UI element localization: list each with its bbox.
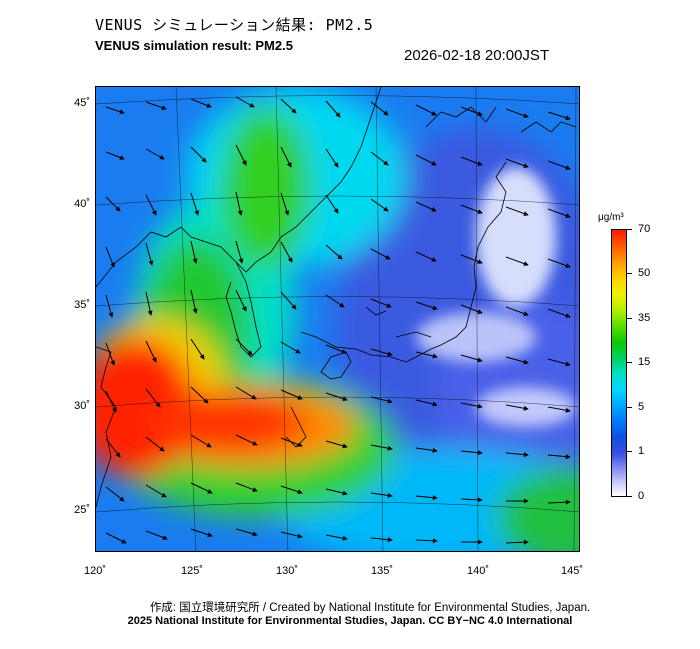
lat-label-30: 30˚ <box>74 400 90 412</box>
wind-vectors <box>105 96 571 545</box>
forecast-timestamp: 2026-02-18 20:00JST <box>404 47 550 64</box>
colorbar-unit: μg/m³ <box>598 212 624 223</box>
colorbar-tick-label-50: 50 <box>638 267 651 279</box>
credit-creator: 作成: 国立環境研究所 / Created by National Instit… <box>149 602 591 614</box>
colorbar-tick-label-70: 70 <box>638 223 651 235</box>
colorbar-tick <box>627 407 632 408</box>
title-english: VENUS simulation result: PM2.5 <box>95 38 293 53</box>
pm25-map <box>95 86 580 552</box>
lat-label-45: 45˚ <box>74 97 90 109</box>
colorbar-tick-label-5: 5 <box>638 401 645 413</box>
colorbar-tick <box>627 496 632 497</box>
colorbar-tick-label-0: 0 <box>638 490 645 502</box>
coastlines <box>96 87 577 508</box>
colorbar-tick-label-15: 15 <box>638 356 651 368</box>
colorbar-tick <box>627 451 632 452</box>
lon-label-140: 140˚ <box>466 565 490 577</box>
credit-license: 2025 National Institute for Environmenta… <box>127 615 573 627</box>
colorbar-tick <box>627 229 632 230</box>
graticule <box>96 87 579 551</box>
colorbar-tick <box>627 318 632 319</box>
lat-label-35: 35˚ <box>74 299 90 311</box>
lon-label-120: 120˚ <box>83 565 107 577</box>
lon-label-135: 135˚ <box>370 565 394 577</box>
colorbar-tick-label-35: 35 <box>638 312 651 324</box>
lon-label-145: 145˚ <box>560 565 584 577</box>
colorbar <box>611 229 627 497</box>
colorbar-tick-label-1: 1 <box>638 445 645 457</box>
lon-label-130: 130˚ <box>275 565 299 577</box>
title-japanese: VENUS シミュレーション結果: PM2.5 <box>95 16 374 34</box>
lon-label-125: 125˚ <box>180 565 204 577</box>
lat-label-40: 40˚ <box>74 198 90 210</box>
colorbar-tick <box>627 362 632 363</box>
lat-label-25: 25˚ <box>74 504 90 516</box>
colorbar-tick <box>627 273 632 274</box>
